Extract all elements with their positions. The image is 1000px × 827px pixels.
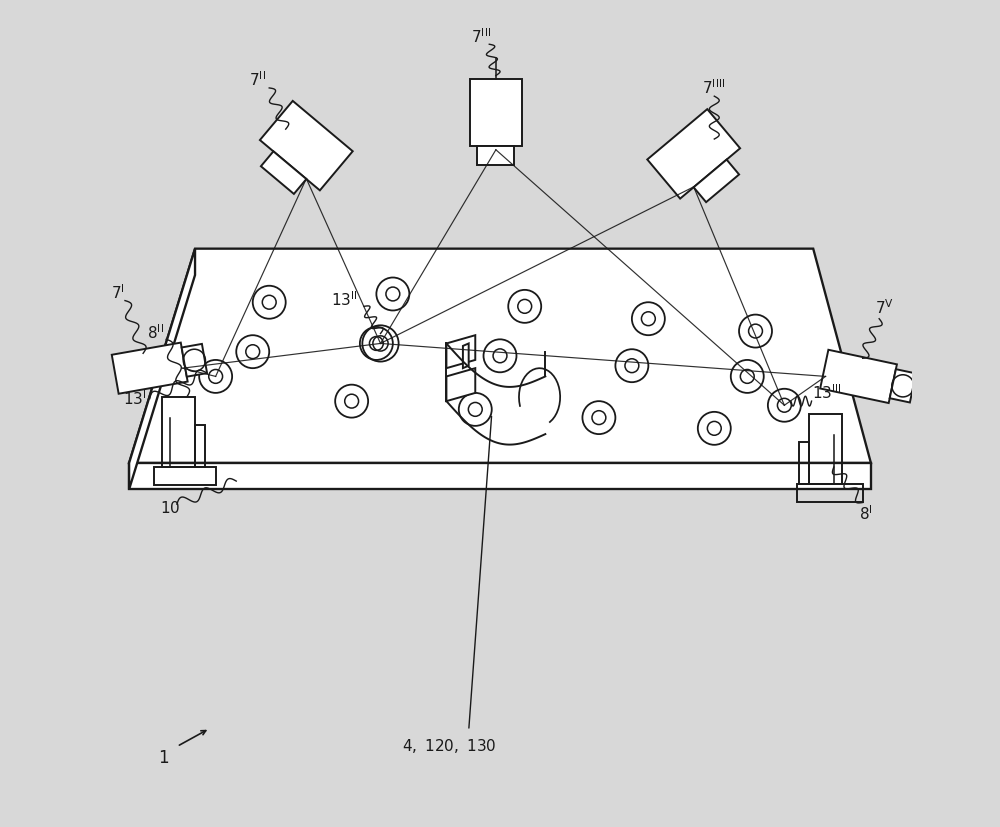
Text: $1$: $1$: [158, 749, 169, 767]
Text: $7^{\rm III}$: $7^{\rm III}$: [471, 27, 491, 46]
Polygon shape: [820, 350, 897, 403]
Polygon shape: [470, 79, 522, 146]
Polygon shape: [129, 463, 871, 490]
Polygon shape: [129, 249, 195, 490]
Polygon shape: [890, 369, 916, 403]
Text: $13^{\rm III}$: $13^{\rm III}$: [812, 384, 841, 402]
Polygon shape: [129, 249, 871, 463]
Text: $8^{\rm I}$: $8^{\rm I}$: [859, 504, 872, 523]
Text: $7^{\rm IIII}$: $7^{\rm IIII}$: [702, 79, 725, 98]
Polygon shape: [112, 342, 188, 394]
Text: $4,\ 120,\ 130$: $4,\ 120,\ 130$: [402, 737, 496, 755]
Text: $8^{\rm II}$: $8^{\rm II}$: [147, 323, 164, 342]
Text: $10$: $10$: [160, 500, 181, 516]
Text: $7^{\rm V}$: $7^{\rm V}$: [875, 299, 894, 318]
Text: $7^{\rm II}$: $7^{\rm II}$: [249, 70, 266, 89]
Polygon shape: [446, 335, 475, 368]
Polygon shape: [182, 344, 207, 376]
Text: $7^{\rm I}$: $7^{\rm I}$: [111, 283, 125, 302]
Polygon shape: [694, 160, 739, 202]
Polygon shape: [463, 343, 469, 368]
Polygon shape: [477, 146, 514, 165]
Polygon shape: [261, 151, 306, 194]
Polygon shape: [260, 101, 353, 190]
Text: $13^{\rm II}$: $13^{\rm II}$: [331, 290, 358, 309]
Polygon shape: [647, 109, 740, 198]
Polygon shape: [446, 368, 475, 401]
Text: $13^{\rm I}$: $13^{\rm I}$: [123, 390, 146, 408]
